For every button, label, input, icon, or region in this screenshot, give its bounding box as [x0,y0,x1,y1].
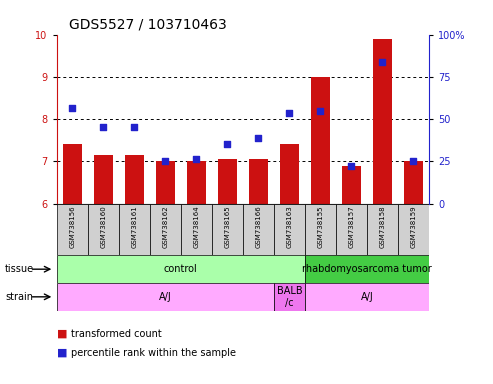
Text: ■: ■ [57,329,67,339]
Bar [181,204,212,255]
Point [285,110,293,116]
Bar [119,204,150,255]
Bar [342,166,361,204]
Text: tissue: tissue [5,264,34,274]
Text: A/J: A/J [159,292,172,302]
Text: A/J: A/J [360,292,373,302]
Text: rhabdomyosarcoma tumor: rhabdomyosarcoma tumor [302,264,432,274]
Point [410,158,418,164]
Bar [125,155,143,204]
Point [68,106,76,112]
Point [254,135,262,141]
Bar [57,255,305,283]
Point [379,59,387,65]
Text: GSM738165: GSM738165 [224,205,230,248]
Text: GSM738162: GSM738162 [162,205,168,248]
Bar [305,255,429,283]
Bar [243,204,274,255]
Bar [336,204,367,255]
Bar [218,159,237,204]
Text: transformed count: transformed count [71,329,162,339]
Bar [94,155,112,204]
Bar [373,39,391,204]
Text: GSM738163: GSM738163 [286,205,292,248]
Point [223,141,231,147]
Text: GSM738155: GSM738155 [317,205,323,248]
Point [99,124,107,131]
Text: GSM738166: GSM738166 [255,205,261,248]
Text: GSM738157: GSM738157 [349,205,354,248]
Text: percentile rank within the sample: percentile rank within the sample [71,348,237,358]
Bar [367,204,398,255]
Bar [249,159,268,204]
Text: GSM738160: GSM738160 [100,205,106,248]
Text: control: control [164,264,198,274]
Bar [88,204,119,255]
Bar [63,144,81,204]
Text: BALB
/c: BALB /c [277,286,302,308]
Bar [398,204,429,255]
Text: GSM738161: GSM738161 [131,205,137,248]
Text: GSM738159: GSM738159 [410,205,417,248]
Bar [150,204,181,255]
Bar [187,161,206,204]
Text: ■: ■ [57,348,67,358]
Bar [305,204,336,255]
Bar [404,161,423,204]
Point [161,158,169,164]
Bar [280,144,299,204]
Bar [305,283,429,311]
Point [192,156,200,162]
Bar [156,161,175,204]
Text: GDS5527 / 103710463: GDS5527 / 103710463 [69,17,227,31]
Bar [212,204,243,255]
Text: GSM738164: GSM738164 [193,205,199,248]
Point [348,162,355,169]
Text: GSM738156: GSM738156 [69,205,75,248]
Text: strain: strain [5,292,33,302]
Point [317,108,324,114]
Bar [57,283,274,311]
Bar [274,283,305,311]
Bar [57,204,88,255]
Point [130,124,138,131]
Bar [311,77,330,204]
Bar [274,204,305,255]
Text: GSM738158: GSM738158 [380,205,386,248]
